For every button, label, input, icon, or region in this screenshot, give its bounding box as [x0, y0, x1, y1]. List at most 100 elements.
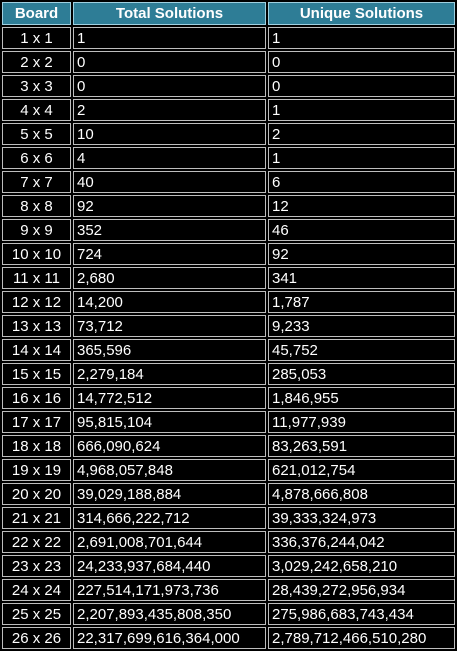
total-solutions-cell: 2,680: [73, 267, 266, 289]
table-row: 12 x 12 14,200 1,787: [2, 291, 455, 313]
table-row: 17 x 17 95,815,104 11,977,939: [2, 411, 455, 433]
unique-solutions-cell: 621,012,754: [268, 459, 455, 481]
total-solutions-cell: 2,691,008,701,644: [73, 531, 266, 553]
table-header: Board Total Solutions Unique Solutions: [2, 2, 455, 25]
table-row: 25 x 25 2,207,893,435,808,350 275,986,683,…: [2, 603, 455, 625]
board-size-cell: 12 x 12: [2, 291, 71, 313]
board-size-cell: 24 x 24: [2, 579, 71, 601]
board-size-cell: 22 x 22: [2, 531, 71, 553]
unique-solutions-cell: 1: [268, 99, 455, 121]
unique-solutions-cell: 12: [268, 195, 455, 217]
total-solutions-cell: 92: [73, 195, 266, 217]
unique-solutions-cell: 2,789,712,466,510,280: [268, 627, 455, 649]
total-solutions-cell: 22,317,699,616,364,000: [73, 627, 266, 649]
total-solutions-cell: 352: [73, 219, 266, 241]
board-size-cell: 5 x 5: [2, 123, 71, 145]
board-size-cell: 20 x 20: [2, 483, 71, 505]
board-size-cell: 13 x 13: [2, 315, 71, 337]
table-row: 7 x 7 40 6: [2, 171, 455, 193]
total-solutions-column-header: Total Solutions: [73, 2, 266, 25]
unique-solutions-cell: 11,977,939: [268, 411, 455, 433]
total-solutions-cell: 10: [73, 123, 266, 145]
board-size-cell: 6 x 6: [2, 147, 71, 169]
unique-solutions-cell: 28,439,272,956,934: [268, 579, 455, 601]
total-solutions-cell: 14,200: [73, 291, 266, 313]
unique-solutions-cell: 1,846,955: [268, 387, 455, 409]
unique-solutions-cell: 285,053: [268, 363, 455, 385]
table-row: 21 x 21 314,666,222,712 39,333,324,973: [2, 507, 455, 529]
table-row: 13 x 13 73,712 9,233: [2, 315, 455, 337]
unique-solutions-cell: 0: [268, 51, 455, 73]
total-solutions-cell: 39,029,188,884: [73, 483, 266, 505]
board-size-cell: 11 x 11: [2, 267, 71, 289]
total-solutions-cell: 0: [73, 51, 266, 73]
unique-solutions-cell: 6: [268, 171, 455, 193]
table-row: 8 x 8 92 12: [2, 195, 455, 217]
total-solutions-cell: 2,207,893,435,808,350: [73, 603, 266, 625]
total-solutions-cell: 24,233,937,684,440: [73, 555, 266, 577]
unique-solutions-cell: 4,878,666,808: [268, 483, 455, 505]
total-solutions-cell: 2,279,184: [73, 363, 266, 385]
total-solutions-cell: 227,514,171,973,736: [73, 579, 266, 601]
unique-solutions-cell: 39,333,324,973: [268, 507, 455, 529]
unique-solutions-cell: 0: [268, 75, 455, 97]
board-size-cell: 4 x 4: [2, 99, 71, 121]
total-solutions-cell: 0: [73, 75, 266, 97]
unique-solutions-cell: 1: [268, 147, 455, 169]
table-row: 15 x 15 2,279,184 285,053: [2, 363, 455, 385]
total-solutions-cell: 666,090,624: [73, 435, 266, 457]
board-size-cell: 16 x 16: [2, 387, 71, 409]
unique-solutions-cell: 83,263,591: [268, 435, 455, 457]
table-row: 24 x 24 227,514,171,973,736 28,439,272,956…: [2, 579, 455, 601]
board-size-cell: 21 x 21: [2, 507, 71, 529]
board-size-cell: 19 x 19: [2, 459, 71, 481]
unique-solutions-cell: 275,986,683,743,434: [268, 603, 455, 625]
total-solutions-cell: 365,596: [73, 339, 266, 361]
total-solutions-cell: 4: [73, 147, 266, 169]
table-row: 10 x 10 724 92: [2, 243, 455, 265]
board-size-cell: 23 x 23: [2, 555, 71, 577]
board-size-cell: 14 x 14: [2, 339, 71, 361]
table-row: 23 x 23 24,233,937,684,440 3,029,242,658,2…: [2, 555, 455, 577]
board-size-cell: 17 x 17: [2, 411, 71, 433]
table-row: 19 x 19 4,968,057,848 621,012,754: [2, 459, 455, 481]
table-row: 16 x 16 14,772,512 1,846,955: [2, 387, 455, 409]
unique-solutions-cell: 3,029,242,658,210: [268, 555, 455, 577]
unique-solutions-cell: 1,787: [268, 291, 455, 313]
board-size-cell: 7 x 7: [2, 171, 71, 193]
header-row: Board Total Solutions Unique Solutions: [2, 2, 455, 25]
board-size-cell: 18 x 18: [2, 435, 71, 457]
unique-solutions-cell: 92: [268, 243, 455, 265]
total-solutions-cell: 40: [73, 171, 266, 193]
table-row: 5 x 5 10 2: [2, 123, 455, 145]
unique-solutions-cell: 9,233: [268, 315, 455, 337]
table-row: 18 x 18 666,090,624 83,263,591: [2, 435, 455, 457]
board-size-cell: 9 x 9: [2, 219, 71, 241]
unique-solutions-cell: 341: [268, 267, 455, 289]
total-solutions-cell: 2: [73, 99, 266, 121]
board-size-cell: 1 x 1: [2, 27, 71, 49]
total-solutions-cell: 73,712: [73, 315, 266, 337]
total-solutions-cell: 1: [73, 27, 266, 49]
unique-solutions-column-header: Unique Solutions: [268, 2, 455, 25]
table-row: 22 x 22 2,691,008,701,644 336,376,244,042: [2, 531, 455, 553]
board-column-header: Board: [2, 2, 71, 25]
table-row: 14 x 14 365,596 45,752: [2, 339, 455, 361]
table-row: 20 x 20 39,029,188,884 4,878,666,808: [2, 483, 455, 505]
total-solutions-cell: 95,815,104: [73, 411, 266, 433]
board-size-cell: 15 x 15: [2, 363, 71, 385]
board-size-cell: 10 x 10: [2, 243, 71, 265]
unique-solutions-cell: 45,752: [268, 339, 455, 361]
table-row: 26 x 26 22,317,699,616,364,000 2,789,712,4…: [2, 627, 455, 649]
unique-solutions-cell: 46: [268, 219, 455, 241]
total-solutions-cell: 14,772,512: [73, 387, 266, 409]
total-solutions-cell: 724: [73, 243, 266, 265]
table-row: 9 x 9 352 46: [2, 219, 455, 241]
board-size-cell: 26 x 26: [2, 627, 71, 649]
